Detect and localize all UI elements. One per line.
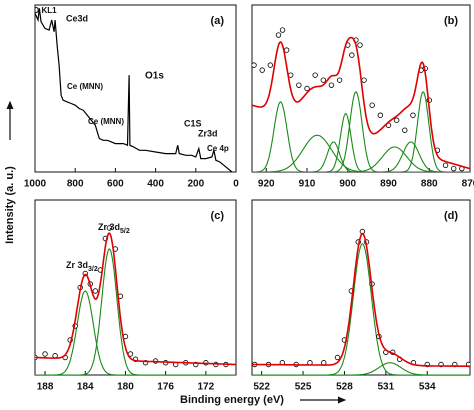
x-tick-label: 525 [295,382,312,393]
data-point [106,225,113,231]
x-tick-label: 900 [339,179,356,190]
plot-content [252,228,470,375]
data-point [42,351,48,357]
annotation-text: Zr 3d [66,260,88,270]
component-peak [252,101,470,172]
plot-content: Zr 3d3/2Zr 3d5/2 [35,222,236,375]
component-peak [35,248,236,375]
data-point [304,85,310,92]
panel-label: (c) [211,210,225,222]
data-point [361,77,367,83]
peak-annotation: Ce3d [66,13,88,23]
x-tick-label: 528 [336,382,353,393]
y-axis-label: Intensity (a. u.) [4,166,16,244]
peak-annotation: Zr 3d3/2 [66,260,98,272]
data-point [252,62,257,68]
data-point [328,82,335,88]
data-point [320,77,327,83]
x-tick-label: 184 [77,382,94,393]
spectrum-line [35,8,233,172]
plot-frame [34,199,237,376]
data-point [259,67,265,73]
x-tick-label: 1000 [24,179,47,190]
data-point [279,27,286,33]
data-point [275,32,282,38]
peak-annotation: Zr3d [198,128,218,138]
data-point [334,354,341,361]
peak-annotation: O1s [145,71,164,82]
fit-curve [252,232,470,367]
component-peak [252,141,470,172]
data-point [357,42,363,48]
panel-label: (b) [444,15,458,27]
peak-annotation: Ce 4p [207,144,229,153]
x-tick-label: 534 [419,382,436,393]
data-point [393,117,400,123]
component-peak [35,290,236,375]
fit-curve [35,232,236,366]
data-point [349,52,355,58]
data-point [283,47,290,53]
data-point [410,112,416,118]
x-tick-label: 910 [299,179,316,190]
x-tick-label: 188 [37,382,54,393]
data-point [92,288,98,294]
component-peak [252,91,470,172]
plot-frame [34,4,237,173]
peak-annotation: C1S [184,118,202,128]
fit-curve [252,36,470,170]
data-point [442,162,449,169]
peak-annotation: Ce (MNN) [67,82,103,91]
panel-label: (a) [211,15,225,27]
x-tick-label: 522 [253,382,270,393]
x-tick-label: 400 [147,179,164,190]
x-tick-label: 172 [198,382,215,393]
component-peak [252,112,470,172]
x-tick-label: 870 [462,179,474,190]
data-point [336,77,343,83]
plot-content [252,27,470,172]
x-tick-label: 180 [117,382,134,393]
x-tick-label: 890 [380,179,397,190]
peak-annotation: Ce (MNN) [88,117,124,126]
component-peak [252,362,470,375]
x-tick-label: 176 [157,382,174,393]
component-peak [252,243,470,375]
plot-frame [251,199,471,376]
x-tick-label: 531 [377,382,394,393]
annotation-subscript: 3/2 [88,266,98,273]
peak-annotation: O KL1 [33,6,57,15]
data-point [267,62,274,68]
panel-label: (d) [444,210,458,222]
x-tick-label: 600 [107,179,124,190]
data-point [312,72,318,78]
x-axis-label: Binding energy (eV) [180,394,284,406]
component-peak [252,91,470,172]
x-tick-label: 200 [187,179,204,190]
data-point [369,102,375,108]
x-tick-label: 0 [233,179,239,190]
x-tick-label: 880 [421,179,438,190]
data-point [377,112,384,118]
data-point [296,82,302,88]
peak-annotation: Zr 3d5/2 [98,222,130,234]
data-point [451,165,457,172]
x-tick-label: 800 [67,179,84,190]
x-tick-label: 920 [258,179,275,190]
annotation-text: Zr 3d [98,222,120,232]
annotation-subscript: 5/2 [120,228,130,235]
data-point [402,127,408,133]
